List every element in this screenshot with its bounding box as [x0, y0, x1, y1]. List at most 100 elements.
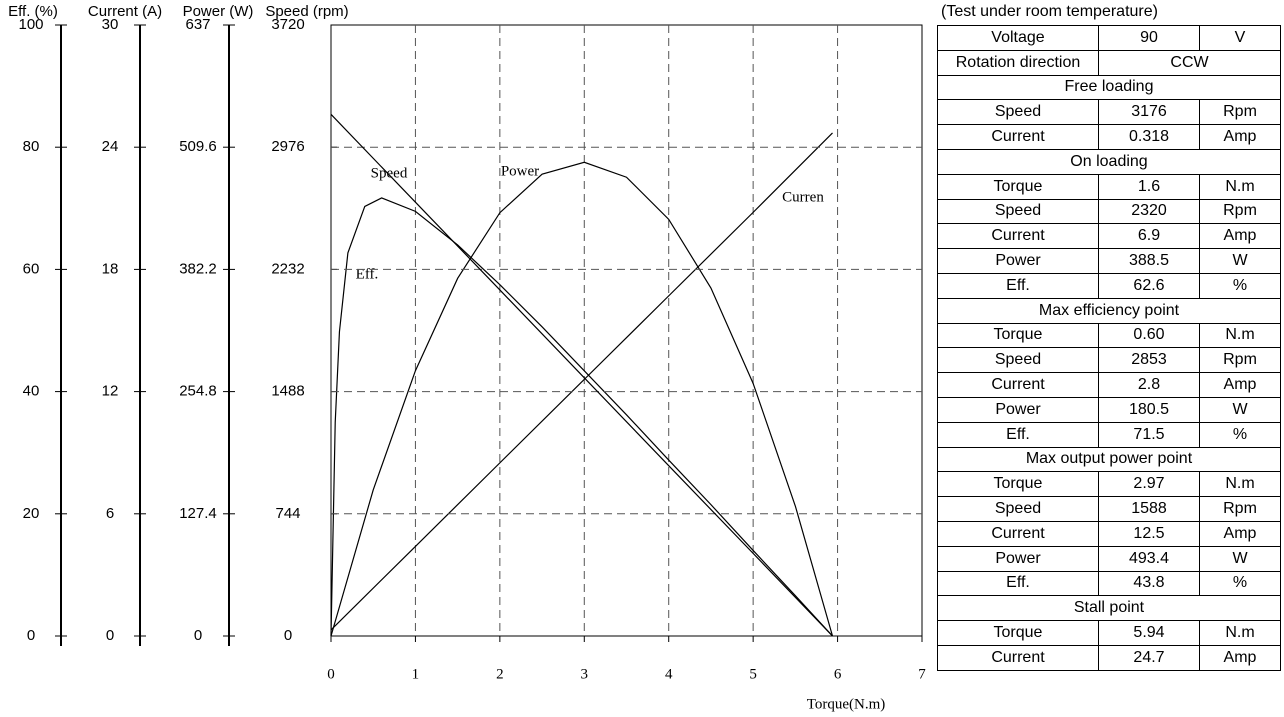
y-tick-label: 382.2 [179, 260, 217, 277]
table-cell: Torque [937, 173, 1099, 200]
y-tick-label: 60 [23, 260, 40, 277]
table-row: Torque 5.94 N.m [937, 620, 1281, 646]
y-axis-label: Current (A) [88, 3, 162, 20]
table-cell: Eff. [937, 272, 1099, 299]
table-cell: 2.8 [1098, 372, 1200, 398]
table-row: Eff. 62.6% [937, 272, 1281, 299]
table-row: Current 12.5 Amp [937, 520, 1281, 547]
table-cell: Current [937, 124, 1099, 150]
table-row: Power 180.5 W [937, 396, 1281, 423]
table-cell: Rpm [1199, 347, 1281, 374]
y-tick-label: 80 [23, 138, 40, 155]
table-row: Voltage 90 V [937, 25, 1281, 51]
table-row: Current 2.8 Amp [937, 372, 1281, 398]
table-cell: Torque [937, 620, 1099, 646]
table-cell: 0.60 [1098, 322, 1200, 349]
table-cell: % [1199, 570, 1281, 597]
table-cell: N.m [1199, 322, 1281, 349]
table-cell: 388.5 [1098, 248, 1200, 274]
y-tick-label: 1488 [271, 383, 304, 400]
table-cell: Current [937, 644, 1099, 671]
table-cell: N.m [1199, 173, 1281, 200]
table-cell: Power [937, 396, 1099, 423]
x-tick-label: 6 [834, 666, 842, 682]
y-axis-label: Power (W) [183, 3, 254, 20]
table-cell: 6.9 [1098, 223, 1200, 250]
y-tick-label: 30 [102, 16, 119, 33]
table-cell: Eff. [937, 570, 1099, 597]
table-cell: 493.4 [1098, 545, 1200, 572]
y-tick-label: 0 [106, 627, 114, 644]
y-tick-label: 3720 [271, 16, 304, 33]
table-note: (Test under room temperature) [941, 3, 1158, 20]
table-cell: Speed [937, 496, 1099, 522]
y-tick-label: 0 [284, 627, 292, 644]
table-cell: 1588 [1098, 496, 1200, 522]
table-cell: 62.6 [1098, 272, 1200, 299]
spec-table: Voltage 90 V Rotation direction CCW Free load… [937, 25, 1281, 671]
y-axis-label: Speed (rpm) [265, 3, 348, 20]
table-row: Speed 2853 Rpm [937, 347, 1281, 374]
table-row: Current 24.7 Amp [937, 644, 1281, 671]
series-line [330, 197, 833, 637]
table-row: Eff. 43.8% [937, 570, 1281, 597]
table-row: Eff. 71.5% [937, 421, 1281, 448]
y-tick-label: 20 [23, 505, 40, 522]
y-tick-label: 18 [102, 260, 119, 277]
table-cell: Speed [937, 347, 1099, 374]
table-cell: Rpm [1199, 99, 1281, 126]
series-label: Curren [782, 189, 824, 205]
table-cell: Speed [937, 198, 1099, 225]
table-row: Stall point [937, 595, 1281, 622]
y-tick-label: 6 [106, 505, 114, 522]
table-cell: Eff. [937, 421, 1099, 448]
table-cell: Rpm [1199, 496, 1281, 522]
x-tick-label: 7 [918, 666, 926, 682]
table-cell: Torque [937, 322, 1099, 349]
y-tick-label: 12 [102, 383, 119, 400]
table-cell: Power [937, 248, 1099, 274]
y-tick-label: 2232 [271, 260, 304, 277]
table-cell: CCW [1098, 49, 1281, 76]
table-cell: Current [937, 223, 1099, 250]
table-row: Speed 2320 Rpm [937, 198, 1281, 225]
table-row: Torque 1.6 N.m [937, 173, 1281, 200]
table-cell: Rotation direction [937, 49, 1099, 76]
y-tick-label: 509.6 [179, 138, 217, 155]
table-cell: Torque [937, 471, 1099, 498]
table-cell: Rpm [1199, 198, 1281, 225]
table-cell: 180.5 [1098, 396, 1200, 423]
table-row: Current 6.9 Amp [937, 223, 1281, 250]
x-axis-label: Torque(N.m) [807, 696, 886, 712]
table-row: Power 493.4 W [937, 545, 1281, 572]
table-cell: 2320 [1098, 198, 1200, 225]
table-cell: 5.94 [1098, 620, 1200, 646]
section-header: Stall point [937, 595, 1281, 622]
table-cell: 2853 [1098, 347, 1200, 374]
x-tick-label: 0 [327, 666, 335, 682]
table-cell: % [1199, 272, 1281, 299]
table-cell: Amp [1199, 124, 1281, 150]
section-header: Free loading [937, 74, 1281, 101]
table-row: On loading [937, 148, 1281, 175]
table-cell: N.m [1199, 620, 1281, 646]
table-cell: Current [937, 520, 1099, 547]
y-axis-label: Eff. (%) [8, 3, 58, 20]
table-cell: Power [937, 545, 1099, 572]
y-tick-label: 0 [194, 627, 202, 644]
x-tick-label: 4 [665, 666, 673, 682]
table-cell: Amp [1199, 223, 1281, 250]
table-cell: N.m [1199, 471, 1281, 498]
x-tick-label: 3 [581, 666, 589, 682]
table-cell: 2.97 [1098, 471, 1200, 498]
y-tick-label: 637 [185, 16, 210, 33]
table-row: Speed 1588 Rpm [937, 496, 1281, 522]
table-cell: Amp [1199, 372, 1281, 398]
table-cell: 3176 [1098, 99, 1200, 126]
table-cell: 12.5 [1098, 520, 1200, 547]
y-tick-label: 0 [27, 627, 35, 644]
y-tick-label: 40 [23, 383, 40, 400]
section-header: Max efficiency point [937, 297, 1281, 324]
table-cell: 1.6 [1098, 173, 1200, 200]
